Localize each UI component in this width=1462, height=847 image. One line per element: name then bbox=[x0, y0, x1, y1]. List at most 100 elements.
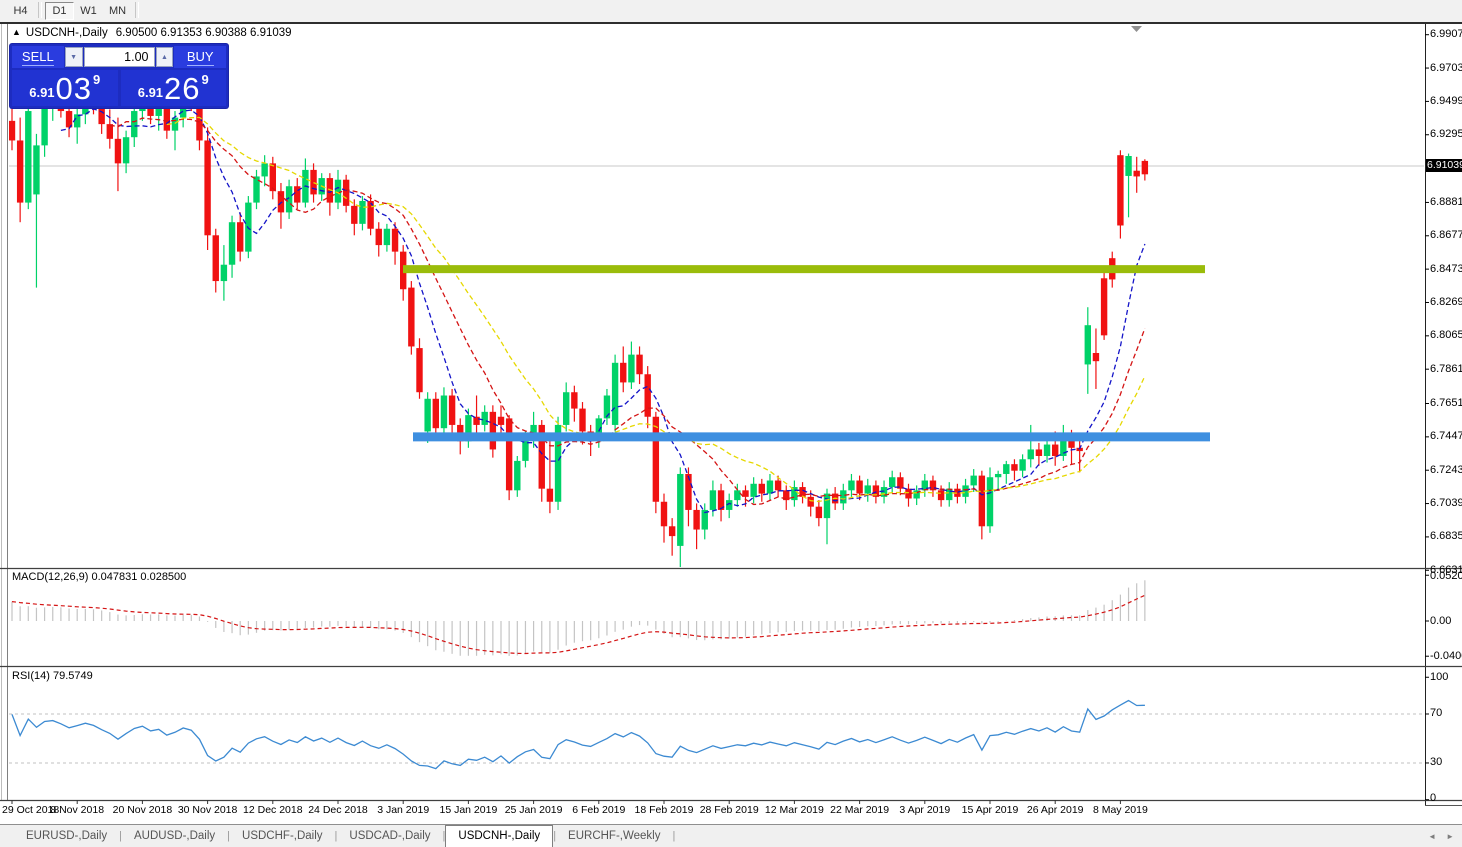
price-axis-label: 6.74470 bbox=[1430, 430, 1462, 443]
price-axis-label: 6.72430 bbox=[1430, 463, 1462, 476]
sell-button[interactable]: SELL bbox=[12, 46, 64, 68]
date-axis-label: 22 Mar 2019 bbox=[830, 804, 890, 816]
sell-price-big: 03 bbox=[55, 71, 93, 106]
date-axis-label: 6 Feb 2019 bbox=[572, 804, 626, 816]
toolbar-separator bbox=[135, 2, 139, 18]
price-axis-label: 6.80650 bbox=[1430, 329, 1462, 342]
chart-symbol-label: USDCNH-,Daily bbox=[25, 27, 108, 39]
tab-divider: | bbox=[442, 830, 446, 842]
price-axis-label: 6.97030 bbox=[1430, 61, 1462, 74]
macd-signal-line bbox=[11, 594, 1146, 655]
current-price-box: 6.91039 bbox=[1426, 158, 1462, 172]
rsi-axis-label: 0 bbox=[1430, 792, 1437, 804]
price-axis-label: 6.94990 bbox=[1430, 94, 1462, 107]
candles bbox=[9, 84, 1149, 567]
tab-usdcnh-daily[interactable]: USDCNH-,Daily bbox=[445, 825, 554, 847]
date-axis-label: 24 Dec 2018 bbox=[308, 804, 368, 816]
price-axis-label: 6.68350 bbox=[1430, 530, 1462, 543]
price-axis-label: 6.70390 bbox=[1430, 497, 1462, 510]
panel-collapse-icon[interactable]: ▲ bbox=[12, 27, 21, 37]
spinner-up-icon: ▲ bbox=[160, 54, 168, 61]
tab-divider: | bbox=[553, 830, 557, 842]
date-axis-label: 25 Jan 2019 bbox=[504, 804, 563, 816]
date-axis-label: 12 Mar 2019 bbox=[764, 804, 824, 816]
price-axis-label: 6.99070 bbox=[1430, 28, 1462, 41]
rsi-axis-label: 30 bbox=[1430, 756, 1443, 769]
ma-slow-line bbox=[166, 116, 1146, 503]
macd-axis-label: -0.040015 bbox=[1430, 649, 1462, 662]
timeframe-button-w1[interactable]: W1 bbox=[80, 5, 97, 17]
buy-price-sup: 9 bbox=[201, 72, 209, 87]
price-axis-label: 6.76510 bbox=[1430, 397, 1462, 409]
resistance-ray[interactable] bbox=[403, 265, 1205, 274]
date-axis-label: 3 Jan 2019 bbox=[377, 804, 430, 816]
macd-pane bbox=[11, 580, 1146, 656]
toolbar-separator bbox=[38, 2, 42, 18]
date-axis-label: 15 Apr 2019 bbox=[961, 804, 1019, 816]
buy-price-prefix: 6.91 bbox=[137, 85, 164, 100]
rsi-pane bbox=[9, 699, 1424, 770]
sell-price-sup: 9 bbox=[93, 72, 101, 87]
date-axis-label: 28 Feb 2019 bbox=[699, 804, 759, 816]
tab-divider: | bbox=[334, 830, 338, 842]
date-axis-label: 15 Jan 2019 bbox=[439, 804, 498, 816]
chart-title: ▲ USDCNH-,Daily 6.90500 6.91353 6.90388 6.… bbox=[12, 27, 292, 39]
timeframe-button-mn[interactable]: MN bbox=[108, 5, 127, 17]
date-axis-label: 8 Nov 2018 bbox=[50, 804, 105, 816]
scroll-to-end-marker-icon[interactable] bbox=[1131, 26, 1142, 32]
rsi-axis-label: 70 bbox=[1430, 707, 1443, 720]
tab-scroll-right-icon[interactable]: ► bbox=[1446, 832, 1454, 841]
date-axis-label: 20 Nov 2018 bbox=[112, 804, 173, 816]
rsi-axis-label: 100 bbox=[1430, 671, 1449, 683]
price-axis-label: 6.78610 bbox=[1430, 362, 1462, 375]
volume-increase-button[interactable]: ▲ bbox=[155, 47, 174, 67]
tab-eurchf-weekly[interactable]: EURCHF-,Weekly bbox=[568, 830, 661, 842]
buy-price-big: 26 bbox=[164, 71, 201, 106]
tab-usdchf-daily[interactable]: USDCHF-,Daily bbox=[242, 830, 323, 842]
tab-audusd-daily[interactable]: AUDUSD-,Daily bbox=[134, 830, 216, 842]
date-axis-label: 18 Feb 2019 bbox=[634, 804, 694, 816]
buy-button[interactable]: BUY bbox=[174, 46, 226, 68]
date-axis-label: 8 May 2019 bbox=[1092, 804, 1148, 816]
tab-divider: | bbox=[672, 830, 676, 842]
price-axis-label: 6.88810 bbox=[1430, 195, 1462, 208]
date-axis-label: 3 Apr 2019 bbox=[899, 804, 951, 816]
ma-fast-line bbox=[60, 108, 1146, 514]
one-click-trade-panel: SELL ▼ ▲ BUY 6.91 03 9 6.91 26 9 bbox=[10, 44, 228, 108]
date-axis-label: 26 Apr 2019 bbox=[1026, 804, 1084, 816]
tab-divider: | bbox=[119, 830, 123, 842]
buy-price-display[interactable]: 6.91 26 9 bbox=[120, 70, 226, 106]
sell-price-display[interactable]: 6.91 03 9 bbox=[12, 70, 118, 106]
support-ray[interactable] bbox=[413, 432, 1210, 442]
tab-divider: | bbox=[227, 830, 231, 842]
spinner-down-icon: ▼ bbox=[70, 54, 78, 61]
timeframe-button-d1[interactable]: D1 bbox=[45, 2, 74, 20]
main-chart-pane bbox=[9, 84, 1424, 567]
price-axis-label: 6.84730 bbox=[1430, 262, 1462, 275]
macd-axis-label: 0.052015 bbox=[1430, 570, 1462, 582]
date-axis-label: 29 Oct 2018 bbox=[2, 804, 60, 816]
sell-price-prefix: 6.91 bbox=[29, 85, 55, 100]
rsi-line bbox=[11, 699, 1145, 770]
tab-scroll-left-icon[interactable]: ◄ bbox=[1428, 832, 1436, 841]
macd-indicator-label: MACD(12,26,9) 0.047831 0.028500 bbox=[12, 571, 187, 583]
price-axis-label: 6.82690 bbox=[1430, 295, 1462, 308]
volume-decrease-button[interactable]: ▼ bbox=[64, 47, 83, 67]
rsi-indicator-label: RSI(14) 79.5749 bbox=[12, 670, 93, 682]
volume-input[interactable] bbox=[83, 47, 155, 67]
chart-frame bbox=[0, 22, 1462, 806]
date-axis-label: 30 Nov 2018 bbox=[177, 804, 238, 816]
macd-axis-label: 0.00 bbox=[1430, 614, 1452, 627]
chart-ohlc-values: 6.90500 6.91353 6.90388 6.91039 bbox=[115, 27, 292, 39]
ma-medium-line bbox=[109, 117, 1146, 506]
price-axis-label: 6.92950 bbox=[1430, 128, 1462, 141]
tab-eurusd-daily[interactable]: EURUSD-,Daily bbox=[26, 830, 108, 842]
symbol-tab-bar: EURUSD-,Daily | AUDUSD-,Daily | USDCHF-,Dail… bbox=[0, 824, 1462, 847]
price-axis-label: 6.86770 bbox=[1430, 229, 1462, 242]
date-axis-label: 12 Dec 2018 bbox=[243, 804, 303, 816]
tab-usdcad-daily[interactable]: USDCAD-,Daily bbox=[349, 830, 431, 842]
timeframe-button-h4[interactable]: H4 bbox=[13, 5, 28, 17]
